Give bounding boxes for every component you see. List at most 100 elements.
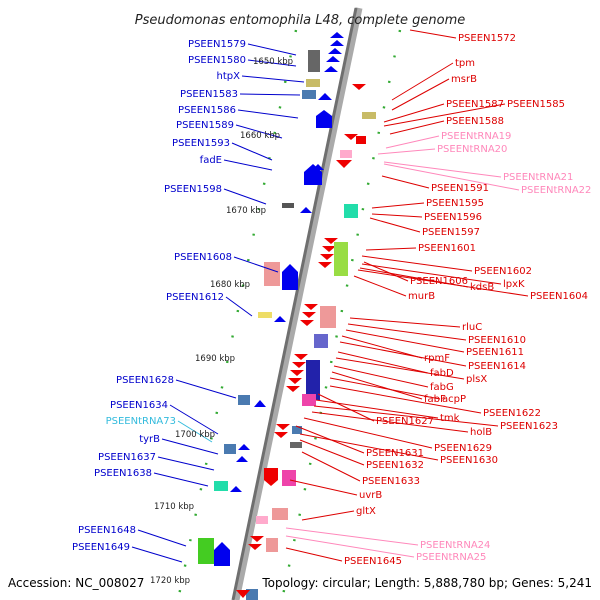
gene-label-pseentrna20: PSEENtRNA20 — [437, 144, 507, 155]
gene-block — [256, 516, 268, 524]
leader-line — [335, 357, 465, 380]
leader-line — [383, 163, 520, 191]
leader-line — [345, 329, 465, 353]
kbp-mark-1720-kbp: 1720 kbp — [150, 576, 190, 586]
leader-line — [361, 255, 473, 272]
leader-line — [223, 159, 273, 171]
gene-label-uvrb: uvrB — [359, 490, 382, 501]
gene-label-pseen1579: PSEEN1579 — [188, 39, 246, 50]
gene-block — [308, 50, 320, 72]
gene-label-pseen1634: PSEEN1634 — [110, 400, 168, 411]
leader-line — [161, 438, 219, 455]
leader-line — [301, 451, 361, 482]
left-strand-genes — [198, 32, 344, 600]
gene-arrow — [254, 400, 266, 407]
gene-label-tyrb: tyrB — [139, 434, 160, 445]
leader-line — [247, 59, 297, 67]
leader-line — [371, 202, 425, 209]
leader-line — [301, 510, 355, 521]
gene-block — [314, 334, 328, 348]
gene-arrow — [320, 254, 334, 260]
accession-text: Accession: NC_008027 — [8, 576, 144, 590]
leader-line — [337, 351, 429, 374]
gene-label-pseen1633: PSEEN1633 — [362, 476, 420, 487]
gene-arrow — [322, 246, 336, 252]
gene-label-pseen1601: PSEEN1601 — [418, 243, 476, 254]
leader-line — [299, 439, 365, 466]
gene-block — [214, 481, 228, 491]
leader-line — [169, 404, 219, 435]
leader-line — [331, 371, 423, 400]
leader-line — [223, 188, 267, 205]
gene-arrow — [236, 456, 248, 462]
gene-label-pseen1631: PSEEN1631 — [366, 448, 424, 459]
leader-line — [383, 161, 502, 178]
gene-label-msrb: msrB — [451, 74, 477, 85]
feature-track — [176, 7, 402, 600]
gene-label-fabd: fabD — [430, 368, 454, 379]
leader-line — [289, 479, 358, 496]
gene-arrow — [214, 542, 230, 566]
gene-label-pseen1630: PSEEN1630 — [440, 455, 498, 466]
gene-arrow — [304, 304, 318, 310]
gene-label-kdsb: kdsB — [470, 282, 494, 293]
gene-label-pseentrna24: PSEENtRNA24 — [420, 540, 490, 551]
gene-arrow — [300, 320, 314, 326]
gene-label-pseen1598: PSEEN1598 — [164, 184, 222, 195]
leader-line — [241, 75, 305, 83]
gene-arrow — [230, 486, 242, 492]
leader-line — [311, 411, 469, 433]
gene-arrow — [318, 262, 332, 268]
leader-line — [177, 420, 213, 443]
left-leader-lines — [131, 43, 305, 563]
leader-line — [389, 120, 445, 135]
gene-block — [302, 90, 316, 99]
gene-block — [272, 508, 288, 520]
gene-label-pseen1629: PSEEN1629 — [434, 443, 492, 454]
gene-label-pseen1595: PSEEN1595 — [426, 198, 484, 209]
leader-line — [353, 275, 407, 297]
gene-arrow — [328, 48, 342, 54]
leader-line — [369, 217, 421, 233]
gene-label-pseentrna21: PSEENtRNA21 — [503, 172, 573, 183]
gene-label-pseen1610: PSEEN1610 — [468, 335, 526, 346]
leader-line — [157, 456, 215, 471]
leader-line — [357, 269, 529, 297]
gene-arrow — [286, 386, 300, 392]
gene-label-pseen1586: PSEEN1586 — [178, 105, 236, 116]
gene-label-pseentrna19: PSEENtRNA19 — [441, 131, 511, 142]
gene-label-pseen1614: PSEEN1614 — [468, 361, 526, 372]
gene-arrow — [264, 468, 278, 486]
gene-arrow — [248, 544, 262, 550]
leader-line — [237, 109, 299, 119]
gene-label-pseen1589: PSEEN1589 — [176, 120, 234, 131]
kbp-mark-1670-kbp: 1670 kbp — [226, 206, 266, 216]
gene-label-pseen1580: PSEEN1580 — [188, 55, 246, 66]
right-leader-lines — [285, 29, 529, 562]
gene-label-pseen1627: PSEEN1627 — [376, 416, 434, 427]
gene-block — [320, 306, 336, 328]
gene-label-tpm: tpm — [455, 58, 475, 69]
gene-block — [344, 204, 358, 218]
gene-label-pseen1596: PSEEN1596 — [424, 212, 482, 223]
gene-label-pseen1593: PSEEN1593 — [172, 138, 230, 149]
leader-line — [235, 124, 283, 139]
gene-arrow — [336, 160, 352, 168]
gene-label-pseen1602: PSEEN1602 — [474, 266, 532, 277]
gene-block — [198, 538, 214, 564]
gene-label-plsx: plsX — [466, 374, 487, 385]
gene-label-pseen1612: PSEEN1612 — [166, 292, 224, 303]
gene-block — [238, 395, 250, 405]
gene-label-pseen1622: PSEEN1622 — [483, 408, 541, 419]
gene-arrow — [294, 354, 308, 360]
leader-line — [225, 296, 253, 317]
gene-arrow — [274, 316, 286, 322]
gene-label-murb: murB — [408, 291, 435, 302]
gene-label-holb: holB — [470, 427, 492, 438]
gene-arrow — [290, 370, 304, 376]
gene-arrow — [274, 432, 288, 438]
leader-line — [175, 379, 237, 399]
gene-label-pseen1597: PSEEN1597 — [422, 227, 480, 238]
gene-label-pseen1588: PSEEN1588 — [446, 116, 504, 127]
